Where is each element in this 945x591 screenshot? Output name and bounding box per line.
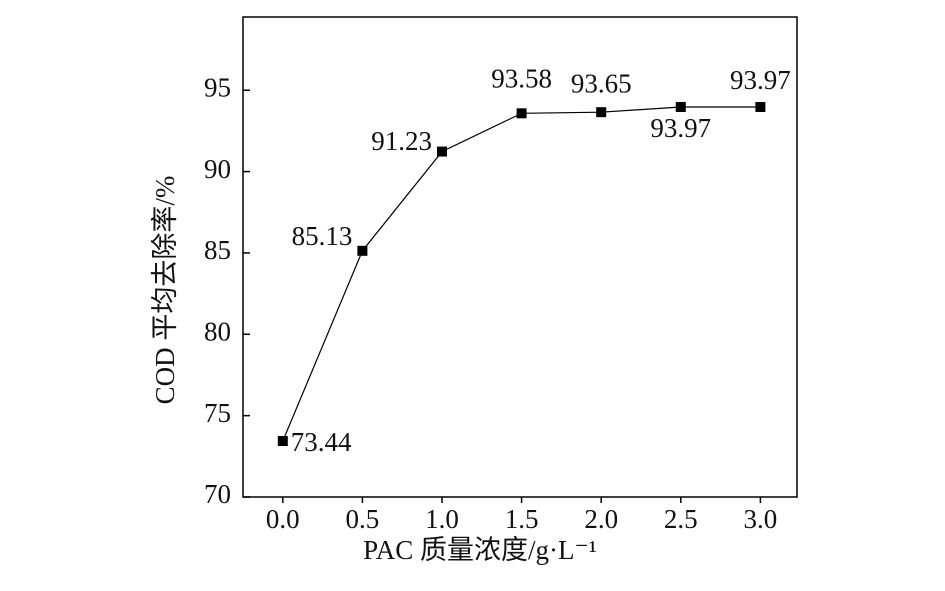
data-point: [675, 101, 686, 112]
data-point: [357, 245, 368, 256]
y-axis-title: COD 平均去除率/%: [150, 176, 180, 405]
data-point: [436, 146, 447, 157]
y-tick-label: 95: [204, 72, 231, 102]
y-tick-label: 90: [204, 154, 231, 184]
data-label: 85.13: [292, 221, 353, 251]
data-point: [516, 108, 527, 119]
data-label: 93.97: [730, 65, 791, 95]
x-tick-label: 3.0: [744, 504, 778, 534]
y-tick-label: 70: [204, 479, 231, 509]
data-label: 93.65: [571, 68, 632, 98]
data-label: 93.58: [491, 64, 552, 94]
data-label: 91.23: [371, 126, 432, 156]
x-axis-title: PAC 质量浓度/g·L⁻¹: [363, 535, 597, 565]
plot-frame: [242, 16, 798, 498]
y-tick-label: 85: [204, 235, 231, 265]
x-tick-label: 0.5: [346, 504, 380, 534]
data-label: 73.44: [291, 427, 352, 457]
data-point: [596, 107, 607, 118]
x-tick-label: 2.5: [664, 504, 698, 534]
x-tick-label: 2.0: [584, 504, 618, 534]
x-tick-label: 1.0: [425, 504, 459, 534]
x-tick-label: 0.0: [266, 504, 300, 534]
data-label: 93.97: [650, 113, 711, 143]
y-tick-label: 80: [204, 316, 231, 346]
data-point: [755, 101, 766, 112]
x-tick-label: 1.5: [505, 504, 539, 534]
y-tick-label: 75: [204, 398, 231, 428]
series-line: [282, 106, 761, 442]
data-point: [277, 436, 288, 447]
